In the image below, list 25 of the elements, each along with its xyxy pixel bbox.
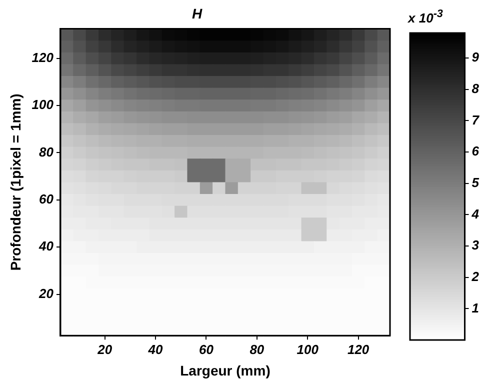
color-bar-label: 8 (472, 80, 480, 96)
color-bar-label: 6 (472, 144, 480, 159)
x-tick-label: 60 (199, 342, 214, 357)
color-bar-label: 1 (472, 300, 480, 316)
color-bar-label: 4 (470, 206, 480, 222)
color-bar-label: 3 (472, 238, 480, 253)
y-tick-label: 60 (39, 191, 54, 206)
color-bar-label: 2 (470, 268, 480, 284)
color-bar-label: 9 (472, 50, 480, 65)
y-tick-label: 20 (38, 286, 54, 301)
x-tick-label: 120 (347, 342, 370, 357)
y-tick-label: 80 (39, 144, 54, 160)
x-tick-label: 40 (147, 342, 164, 357)
color-bar-label: 7 (472, 112, 480, 128)
y-tick-label: 120 (32, 50, 54, 65)
color-bar-label: 5 (472, 174, 480, 190)
y-tick-label: 100 (32, 97, 54, 112)
y-axis-title: Profondeur (1pixel = 1mm) (7, 94, 24, 271)
x-tick-label: 80 (250, 342, 265, 357)
x-tick-label: 100 (296, 342, 320, 357)
color-bar-title: x 10$^{-3}$ (408, 8, 443, 26)
chart-title: H (192, 5, 203, 22)
x-axis-title: Largeur (mm) (180, 362, 270, 378)
x-tick-label: 20 (96, 342, 113, 357)
y-tick-label: 40 (38, 238, 54, 254)
